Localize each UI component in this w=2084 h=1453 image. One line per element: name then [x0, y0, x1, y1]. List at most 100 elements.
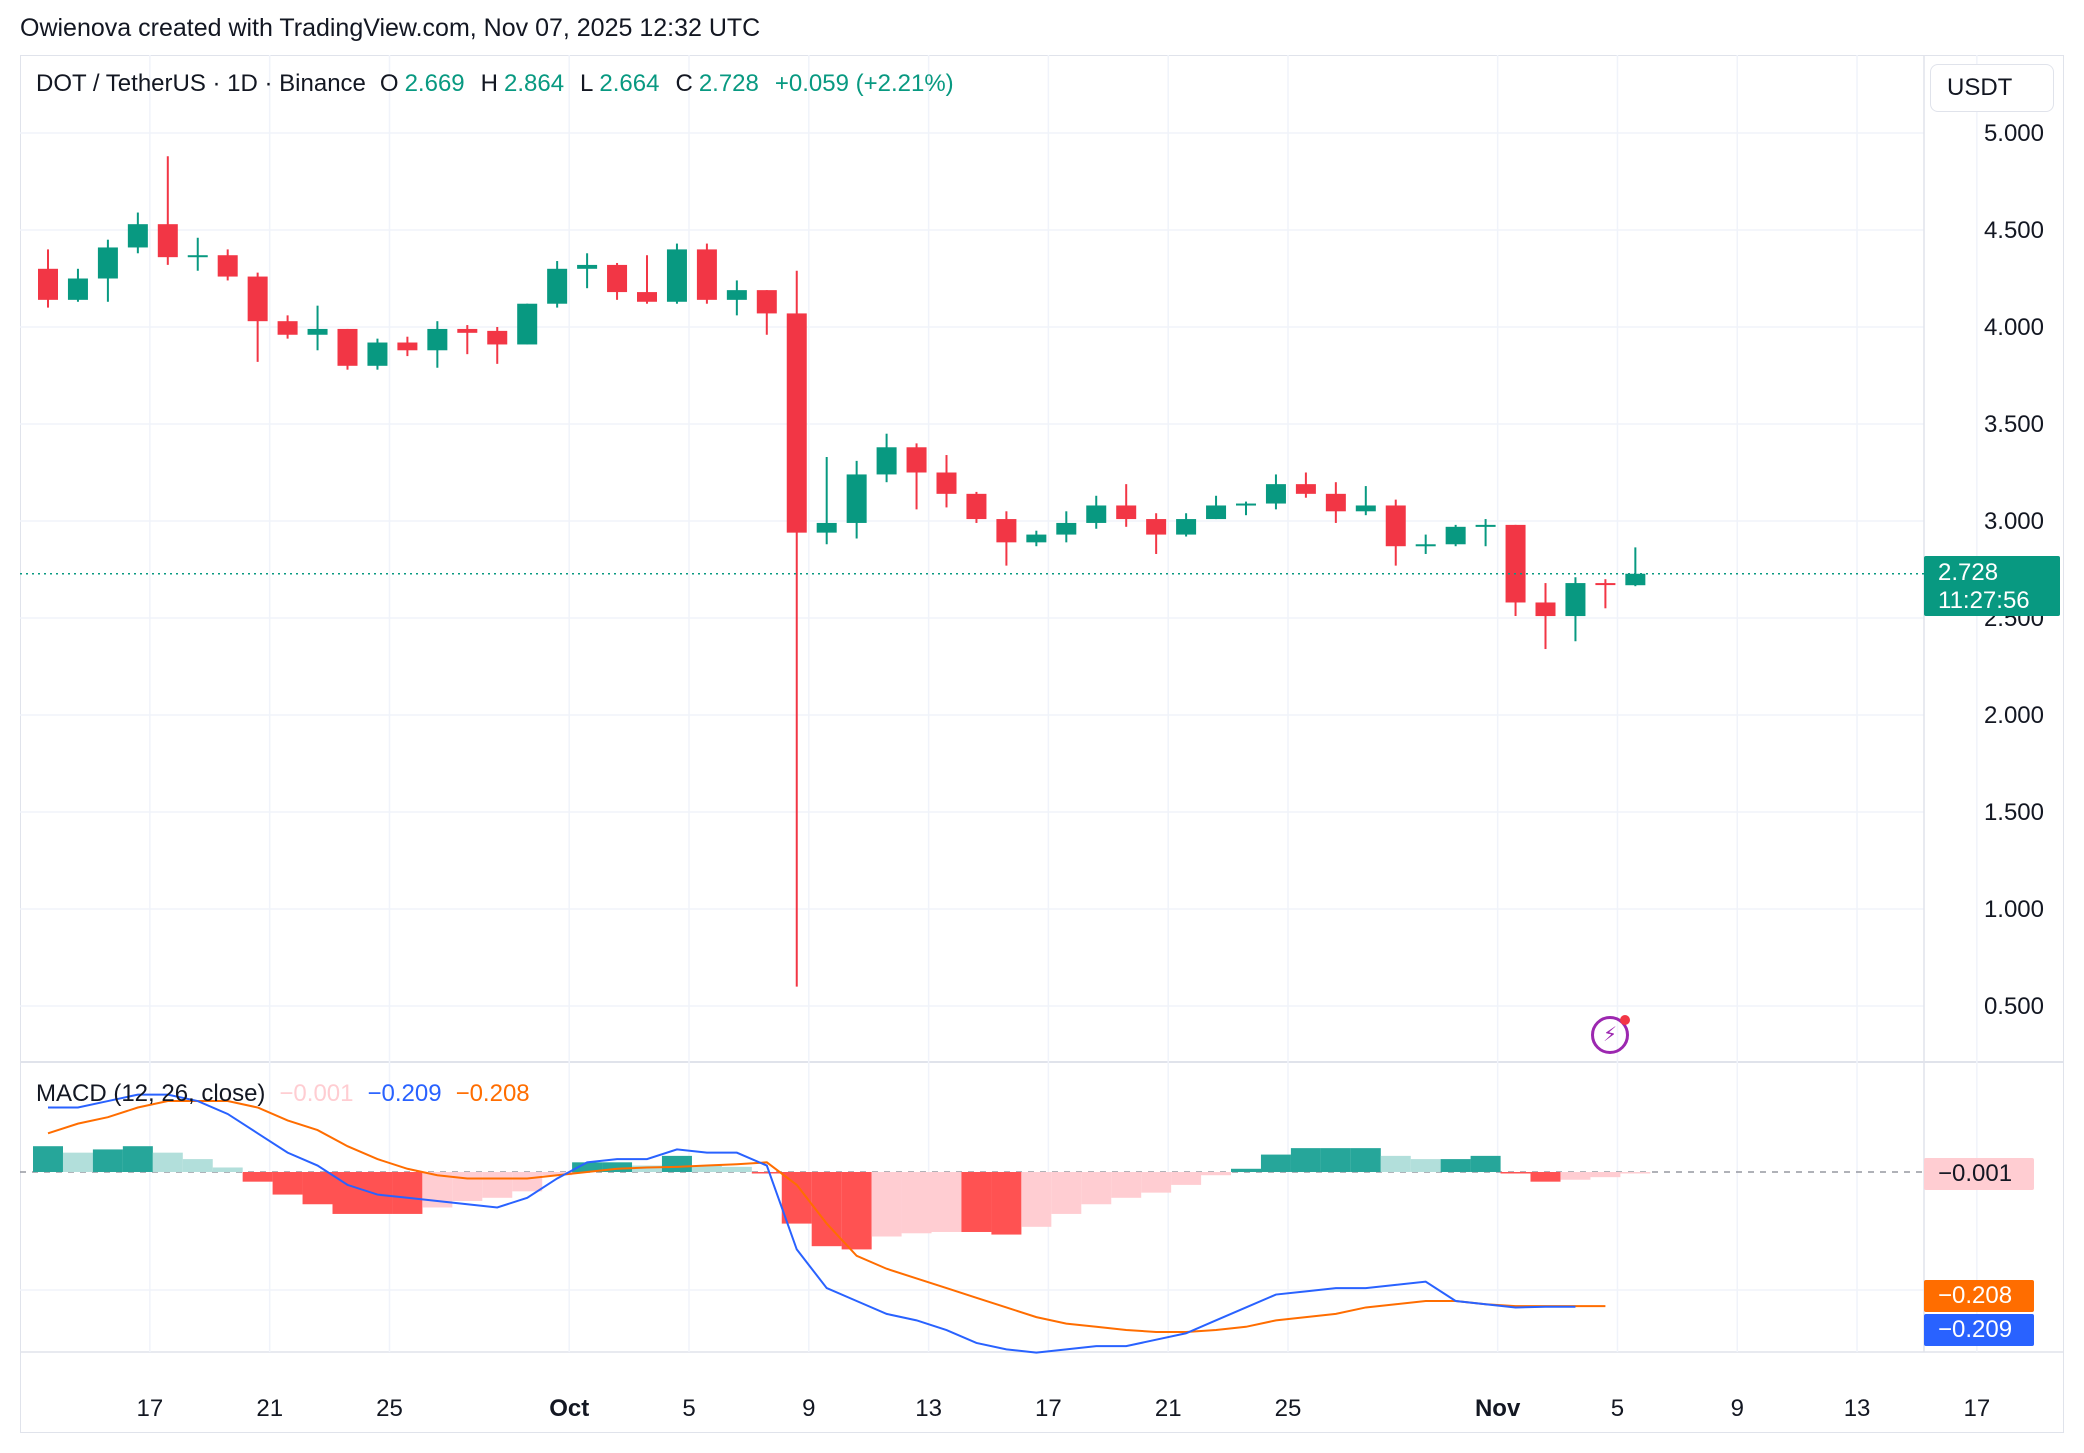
macd-signal-tag: −0.208 [1924, 1280, 2034, 1312]
low-label: L [580, 70, 594, 97]
candle-body [1206, 505, 1227, 520]
macd-line-value: −0.209 [367, 1080, 442, 1107]
y-tick-label: 2.000 [1984, 702, 2044, 729]
macd-hist-bar [152, 1152, 183, 1172]
flash-icon[interactable]: ⚡ [1591, 1015, 1630, 1054]
candle [97, 239, 118, 302]
x-tick-label: 25 [1275, 1395, 1302, 1422]
macd-pane [33, 1093, 1651, 1354]
candle-body [1565, 583, 1586, 617]
macd-hist-bar [122, 1146, 153, 1172]
x-tick-label: 9 [1731, 1395, 1744, 1422]
y-tick-label: 3.500 [1984, 411, 2044, 438]
y-tick-label: 1.000 [1984, 896, 2044, 923]
candle [487, 327, 508, 364]
time-axis: 17 21 25 Oct 5 9 13 17 21 25 Nov 5 9 13 17 [137, 1395, 1991, 1422]
macd-hist-bar [931, 1172, 962, 1232]
macd-title[interactable]: MACD (12, 26, close) [36, 1080, 266, 1107]
macd-hist-bar [901, 1172, 932, 1234]
candle-body [457, 328, 478, 333]
y-tick-label: 0.500 [1984, 993, 2044, 1020]
last-price-tag: 2.728 11:27:56 [1924, 556, 2060, 616]
candle-body [786, 313, 807, 533]
macd-hist-bar [602, 1162, 633, 1172]
candle [427, 321, 448, 368]
x-tick-label: Nov [1475, 1395, 1521, 1422]
candle [607, 262, 628, 300]
candle-body [1176, 519, 1197, 535]
macd-hist-bar [1560, 1172, 1591, 1180]
candle [1086, 495, 1107, 529]
candle [1116, 484, 1137, 527]
candle [1475, 519, 1496, 547]
candle-body [906, 447, 927, 473]
macd-hist-bar [1500, 1172, 1531, 1174]
macd-hist-bar [482, 1172, 513, 1198]
candle [1295, 472, 1316, 498]
candle-body [816, 522, 837, 533]
candle-body [337, 328, 358, 366]
macd-hist-bar [1260, 1154, 1291, 1172]
macd-hist-bar [1320, 1148, 1351, 1172]
candle-body [127, 224, 148, 248]
macd-hist-bar [392, 1172, 423, 1214]
macd-hist-bar [92, 1149, 123, 1172]
macd-hist-bar [242, 1172, 273, 1182]
change-value: +0.059 (+2.21%) [774, 70, 954, 97]
candle [277, 315, 298, 339]
candle [1056, 511, 1077, 543]
candle [966, 491, 987, 523]
candle-body [157, 224, 178, 258]
currency-button[interactable]: USDT [1930, 64, 2054, 112]
x-tick-label: 21 [1155, 1395, 1182, 1422]
candle-body [187, 255, 208, 258]
high-value: 2.864 [503, 70, 565, 97]
candle-body [1236, 503, 1256, 506]
candle [127, 212, 148, 254]
candle [187, 237, 208, 271]
macd-hist-bar [362, 1172, 393, 1214]
candle [1595, 579, 1616, 609]
candle [1415, 534, 1436, 554]
candle-body [607, 264, 628, 293]
candle [1355, 486, 1376, 516]
x-tick-label: 21 [256, 1395, 283, 1422]
macd-hist-bar [661, 1155, 692, 1172]
macd-hist-bar [1290, 1148, 1321, 1172]
candle [1236, 501, 1256, 516]
candle [1265, 474, 1286, 510]
macd-hist-bar [512, 1172, 543, 1192]
candle-body [876, 447, 897, 475]
high-label: H [480, 70, 498, 97]
candle [1385, 499, 1406, 566]
x-tick-label: Oct [549, 1395, 589, 1422]
macd-line-tag: −0.209 [1924, 1314, 2034, 1346]
macd-hist-value: −0.001 [279, 1080, 354, 1107]
candle-body [696, 249, 717, 300]
bar-countdown: 11:27:56 [1938, 587, 2030, 614]
x-tick-label: 13 [915, 1395, 942, 1422]
candle-body [1445, 526, 1466, 545]
symbol-name[interactable]: DOT / TetherUS · 1D · Binance [36, 70, 366, 97]
candle-body [726, 290, 747, 300]
symbol-legend[interactable]: DOT / TetherUS · 1D · Binance O 2.669 H … [36, 70, 964, 98]
candle-body [637, 292, 657, 302]
candle [367, 338, 388, 370]
open-label: O [379, 70, 399, 97]
candle-body [1086, 505, 1107, 523]
y-tick-label: 3.000 [1984, 508, 2044, 535]
macd-hist-bar [1051, 1172, 1082, 1214]
candle [936, 455, 957, 508]
candle-body [517, 303, 538, 345]
candle-body [1355, 505, 1376, 512]
macd-hist-bar [632, 1165, 662, 1172]
macd-legend[interactable]: MACD (12, 26, close) −0.001 −0.209 −0.20… [36, 1080, 530, 1108]
candle-body [966, 493, 987, 520]
macd-hist-bar [691, 1165, 722, 1172]
candle [217, 249, 238, 281]
candle-body [1505, 524, 1526, 603]
x-tick-label: 9 [802, 1395, 815, 1422]
candle [696, 243, 717, 304]
close-label: C [675, 70, 693, 97]
